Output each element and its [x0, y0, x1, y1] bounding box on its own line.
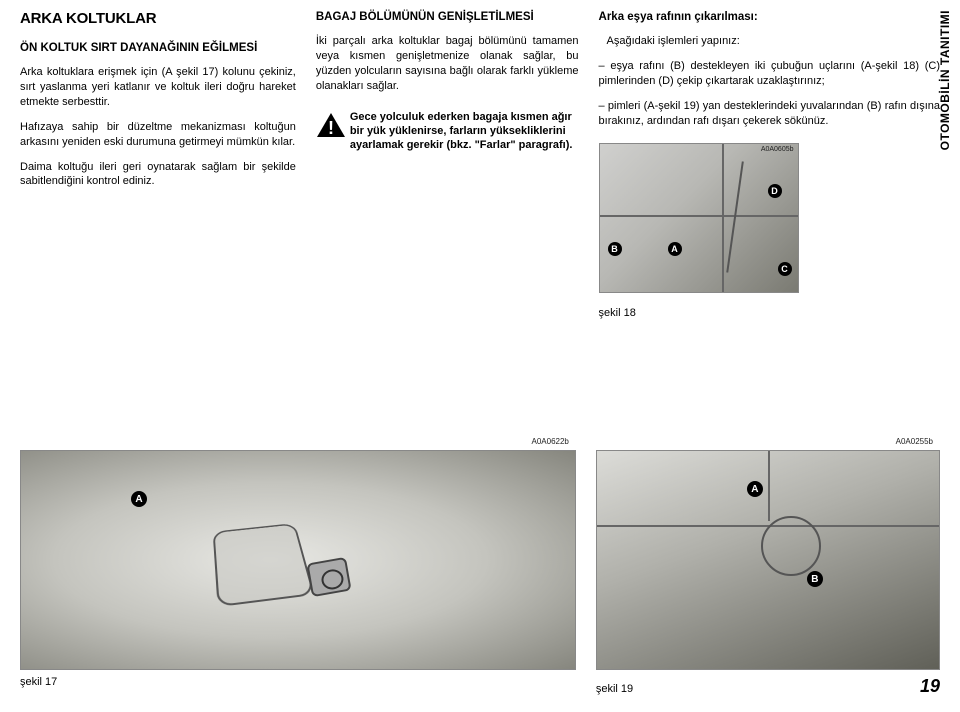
- heading-sub-1: ÖN KOLTUK SIRT DAYANAĞININ EĞİLMESİ: [20, 41, 296, 55]
- side-tab-label: OTOMOBİLİN TANITIMI: [938, 10, 952, 150]
- paragraph: – pimleri (A-şekil 19) yan desteklerinde…: [599, 99, 941, 129]
- page-number: 19: [920, 676, 940, 697]
- column-3: Arka eşya rafının çıkarılması: Aşağıdaki…: [599, 10, 941, 440]
- figure-label-D: D: [768, 184, 782, 198]
- warning-box: ! Gece yolculuk ederken bagaja kısmen ağ…: [316, 110, 579, 153]
- warning-icon: !: [316, 112, 346, 138]
- warning-text: Gece yolculuk ederken bagaja kısmen ağır…: [350, 110, 579, 153]
- figure-17-caption: şekil 17: [20, 676, 576, 688]
- side-tab: OTOMOBİLİN TANITIMI: [938, 10, 958, 210]
- figure-label-B: B: [608, 242, 622, 256]
- column-1: ARKA KOLTUKLAR ÖN KOLTUK SIRT DAYANAĞINI…: [20, 10, 296, 440]
- figure-label-A: A: [747, 481, 763, 497]
- paragraph: Daima koltuğu ileri geri oynatarak sağla…: [20, 160, 296, 190]
- bottom-figures: A0A0622b A şekil 17 A0A0255b A B şekil 1…: [0, 450, 960, 710]
- figure-17-wrap: A0A0622b A şekil 17: [20, 450, 576, 710]
- figure-19-caption: şekil 19: [596, 683, 633, 695]
- paragraph: – eşya rafını (B) destekleyen iki çubuğu…: [599, 59, 941, 89]
- paragraph: Arka koltuklara erişmek için (A şekil 17…: [20, 65, 296, 110]
- paragraph: İki parçalı arka koltuklar bagaj bölümün…: [316, 34, 579, 93]
- content-columns: ARKA KOLTUKLAR ÖN KOLTUK SIRT DAYANAĞINI…: [0, 0, 960, 440]
- heading-main: ARKA KOLTUKLAR: [20, 10, 296, 27]
- figure-label-B: B: [807, 571, 823, 587]
- figure-19: A0A0255b A B: [596, 450, 940, 670]
- figure-code: A0A0622b: [532, 437, 569, 446]
- heading-sub-2: BAGAJ BÖLÜMÜNÜN GENİŞLETİLMESİ: [316, 10, 579, 24]
- figure-label-A: A: [668, 242, 682, 256]
- figure-code: A0A0605b: [761, 146, 794, 153]
- column-2: BAGAJ BÖLÜMÜNÜN GENİŞLETİLMESİ İki parça…: [316, 10, 579, 440]
- paragraph: Aşağıdaki işlemleri yapınız:: [599, 34, 941, 49]
- heading-sub-3: Arka eşya rafının çıkarılması:: [599, 10, 941, 24]
- figure-code: A0A0255b: [896, 437, 933, 446]
- figure-19-wrap: A0A0255b A B şekil 19 19: [596, 450, 940, 710]
- figure-label-C: C: [778, 262, 792, 276]
- figure-18: A0A0605b B A D C: [599, 143, 799, 293]
- figure-18-caption: şekil 18: [599, 307, 941, 319]
- svg-text:!: !: [328, 118, 334, 138]
- figure-label-A: A: [131, 491, 147, 507]
- figure-17: A0A0622b A: [20, 450, 576, 670]
- paragraph: Hafızaya sahip bir düzeltme mekanizması …: [20, 120, 296, 150]
